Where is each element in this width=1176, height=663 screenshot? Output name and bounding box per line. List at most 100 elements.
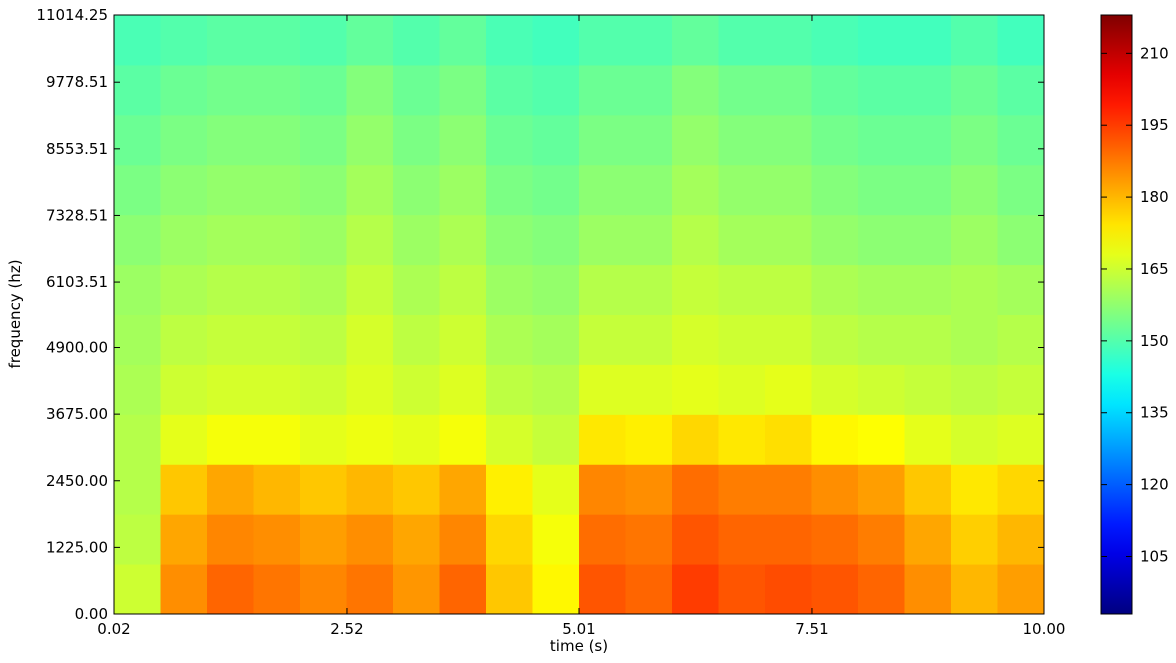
- heatmap-cell: [160, 164, 208, 216]
- heatmap-cell: [114, 264, 161, 315]
- heatmap-cell: [997, 414, 1045, 465]
- heatmap-cell: [393, 64, 440, 116]
- heatmap-cell: [997, 564, 1045, 615]
- x-axis-label: time (s): [550, 637, 608, 655]
- heatmap-cell: [160, 264, 208, 315]
- y-tick-label: 8553.51: [46, 140, 108, 158]
- heatmap-cell: [858, 264, 905, 315]
- heatmap-cell: [811, 164, 859, 216]
- heatmap-cell: [765, 464, 812, 515]
- heatmap-cell: [532, 114, 580, 166]
- heatmap-cell: [672, 514, 719, 565]
- heatmap-cell: [718, 214, 766, 266]
- heatmap-cell: [765, 514, 812, 565]
- colorbar: [1100, 14, 1133, 615]
- y-tick-label: 9778.51: [46, 73, 108, 91]
- heatmap-cell: [951, 214, 998, 266]
- heatmap-cell: [346, 514, 394, 565]
- heatmap-cell: [532, 314, 580, 365]
- heatmap-cell: [997, 164, 1045, 216]
- heatmap-cell: [393, 214, 440, 266]
- heatmap-cell: [625, 15, 673, 66]
- heatmap-cell: [718, 464, 766, 515]
- heatmap-cell: [346, 264, 394, 315]
- heatmap-cell: [579, 414, 626, 465]
- heatmap-cell: [439, 564, 487, 615]
- heatmap-cell: [393, 464, 440, 515]
- heatmap-cell: [951, 414, 998, 465]
- heatmap-cell: [579, 214, 626, 266]
- heatmap-cell: [439, 414, 487, 465]
- heatmap-cell: [346, 15, 394, 66]
- colorbar-tick-label: 180: [1140, 188, 1169, 206]
- heatmap-cell: [346, 114, 394, 166]
- heatmap-cell: [439, 464, 487, 515]
- heatmap-cell: [951, 64, 998, 116]
- heatmap-cell: [346, 464, 394, 515]
- heatmap-cell: [532, 214, 580, 266]
- heatmap-cell: [858, 214, 905, 266]
- heatmap-cell: [904, 364, 952, 415]
- heatmap-cell: [811, 15, 859, 66]
- heatmap-cell: [439, 214, 487, 266]
- heatmap-cell: [858, 164, 905, 216]
- y-tick-label: 7328.51: [46, 206, 108, 224]
- heatmap-cell: [486, 364, 533, 415]
- heatmap-cell: [951, 314, 998, 365]
- heatmap-cell: [672, 264, 719, 315]
- heatmap-cell: [579, 514, 626, 565]
- heatmap-cell: [439, 64, 487, 116]
- heatmap-cell: [718, 564, 766, 615]
- heatmap-cell: [625, 264, 673, 315]
- heatmap-cell: [718, 114, 766, 166]
- heatmap-cell: [532, 564, 580, 615]
- heatmap-cell: [904, 564, 952, 615]
- colorbar-tick-label: 210: [1140, 44, 1169, 62]
- y-tick-label: 3675.00: [46, 405, 108, 423]
- heatmap-cell: [579, 114, 626, 166]
- heatmap-cell: [811, 314, 859, 365]
- heatmap-cell: [253, 314, 301, 365]
- heatmap-cell: [904, 15, 952, 66]
- heatmap-cell: [532, 414, 580, 465]
- colorbar-tick-label: 150: [1140, 332, 1169, 350]
- heatmap-cell: [393, 314, 440, 365]
- heatmap-cell: [765, 164, 812, 216]
- heatmap-cell: [625, 214, 673, 266]
- heatmap-cell: [951, 464, 998, 515]
- heatmap-cell: [114, 364, 161, 415]
- heatmap-cell: [579, 364, 626, 415]
- heatmap-cell: [207, 64, 254, 116]
- heatmap-cell: [207, 15, 254, 66]
- heatmap-cell: [439, 514, 487, 565]
- heatmap-cell: [486, 564, 533, 615]
- heatmap-cell: [625, 364, 673, 415]
- heatmap-cell: [114, 314, 161, 365]
- y-tick-label: 11014.25: [36, 6, 108, 24]
- heatmap-cell: [486, 164, 533, 216]
- colorbar-tick-label: 195: [1140, 116, 1169, 134]
- heatmap-cell: [207, 164, 254, 216]
- heatmap-cell: [625, 464, 673, 515]
- heatmap-cell: [951, 15, 998, 66]
- heatmap-cell: [532, 514, 580, 565]
- heatmap-cell: [672, 314, 719, 365]
- heatmap-cell: [207, 514, 254, 565]
- heatmap-cell: [718, 64, 766, 116]
- heatmap-cell: [858, 514, 905, 565]
- heatmap-cell: [765, 414, 812, 465]
- heatmap-cell: [393, 514, 440, 565]
- heatmap-cell: [904, 64, 952, 116]
- heatmap-cell: [300, 464, 347, 515]
- heatmap-cell: [207, 314, 254, 365]
- heatmap-cell: [300, 15, 347, 66]
- heatmap-cell: [672, 364, 719, 415]
- heatmap-cell: [486, 114, 533, 166]
- heatmap-cell: [811, 414, 859, 465]
- heatmap-cell: [532, 64, 580, 116]
- heatmap-cell: [160, 464, 208, 515]
- heatmap-cell: [904, 214, 952, 266]
- heatmap-cell: [904, 414, 952, 465]
- heatmap-cell: [625, 514, 673, 565]
- heatmap-cell: [207, 214, 254, 266]
